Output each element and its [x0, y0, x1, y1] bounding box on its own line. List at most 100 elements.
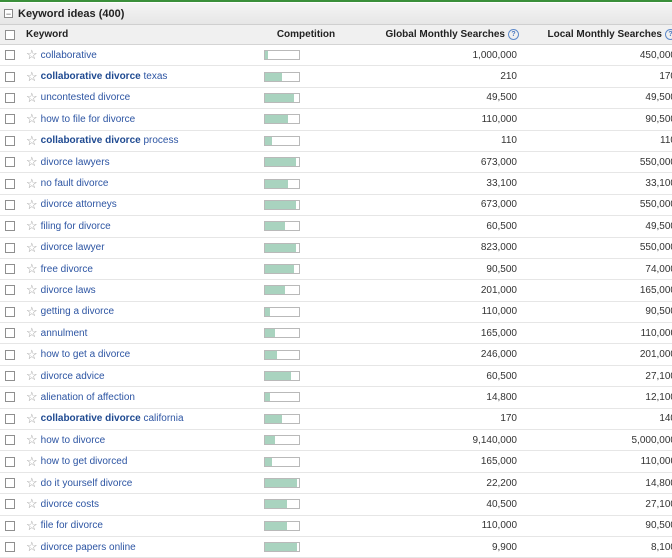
keyword-link[interactable]: collaborative divorce california — [41, 413, 184, 424]
star-icon[interactable]: ☆ — [26, 175, 38, 191]
keyword-link[interactable]: alienation of affection — [41, 392, 135, 403]
row-checkbox[interactable] — [5, 242, 15, 253]
table-row[interactable]: ☆ how to divorce 9,140,000 5,000,000 — [0, 429, 672, 452]
star-icon[interactable]: ☆ — [26, 303, 38, 319]
local-searches-column-header[interactable]: Local Monthly Searches? — [523, 25, 672, 45]
star-icon[interactable]: ☆ — [26, 111, 38, 127]
row-checkbox[interactable] — [5, 520, 15, 531]
star-icon[interactable]: ☆ — [26, 368, 38, 384]
row-checkbox[interactable] — [5, 435, 15, 446]
keyword-link[interactable]: no fault divorce — [41, 178, 109, 189]
keyword-link[interactable]: divorce attorneys — [41, 199, 117, 210]
star-icon[interactable]: ☆ — [26, 475, 38, 490]
row-checkbox[interactable] — [5, 199, 15, 210]
star-icon[interactable]: ☆ — [26, 346, 38, 362]
row-checkbox[interactable] — [5, 92, 15, 103]
star-icon[interactable]: ☆ — [26, 517, 38, 533]
table-row[interactable]: ☆collaborative divorce texas 210170 — [0, 65, 672, 88]
keyword-link[interactable]: how to get divorced — [41, 456, 128, 467]
row-checkbox[interactable] — [5, 135, 15, 146]
star-icon[interactable]: ☆ — [26, 89, 38, 105]
star-icon[interactable]: ☆ — [26, 389, 38, 405]
keyword-link[interactable]: divorce papers online — [41, 542, 136, 553]
star-icon[interactable]: ☆ — [26, 239, 38, 255]
row-checkbox[interactable] — [5, 371, 15, 382]
table-row[interactable]: ☆collaborative divorce california 170140 — [0, 408, 672, 431]
keyword-column-header[interactable]: Keyword — [22, 25, 254, 45]
keyword-link[interactable]: how to get a divorce — [41, 349, 131, 360]
keyword-link[interactable]: divorce lawyer — [41, 242, 105, 253]
keyword-link[interactable]: collaborative — [41, 50, 97, 61]
star-icon[interactable]: ☆ — [26, 496, 38, 512]
star-icon[interactable]: ☆ — [26, 68, 38, 84]
star-icon[interactable]: ☆ — [26, 154, 38, 170]
help-icon[interactable]: ? — [665, 28, 672, 40]
row-checkbox[interactable] — [5, 50, 15, 61]
keyword-link[interactable]: divorce lawyers — [41, 157, 110, 168]
keyword-link[interactable]: uncontested divorce — [41, 92, 131, 103]
help-icon[interactable]: ? — [508, 28, 519, 40]
keyword-link[interactable]: divorce advice — [41, 371, 105, 382]
row-checkbox[interactable] — [5, 71, 15, 82]
keyword-link[interactable]: free divorce — [41, 264, 93, 275]
keyword-link[interactable]: filing for divorce — [41, 221, 111, 232]
keyword-link[interactable]: how to divorce — [41, 435, 105, 446]
row-checkbox[interactable] — [5, 306, 15, 317]
row-checkbox[interactable] — [5, 392, 15, 403]
star-icon[interactable]: ☆ — [26, 47, 38, 63]
keyword-link[interactable]: file for divorce — [41, 520, 103, 531]
row-checkbox[interactable] — [5, 157, 15, 168]
row-checkbox[interactable] — [5, 499, 15, 510]
row-checkbox[interactable] — [5, 328, 15, 339]
star-icon[interactable]: ☆ — [26, 261, 38, 277]
keyword-link[interactable]: annulment — [41, 328, 88, 339]
collapse-icon[interactable]: − — [4, 8, 13, 19]
row-checkbox[interactable] — [5, 114, 15, 125]
competition-column-header[interactable]: Competition — [254, 25, 358, 45]
star-icon[interactable]: ☆ — [26, 453, 38, 469]
row-checkbox[interactable] — [5, 178, 15, 189]
star-icon[interactable]: ☆ — [26, 196, 38, 212]
keyword-link[interactable]: do it yourself divorce — [41, 478, 133, 489]
star-icon[interactable]: ☆ — [26, 132, 38, 148]
row-checkbox[interactable] — [5, 542, 15, 553]
keyword-link[interactable]: getting a divorce — [41, 306, 114, 317]
star-icon[interactable]: ☆ — [26, 282, 38, 298]
row-checkbox[interactable] — [5, 349, 15, 360]
row-checkbox[interactable] — [5, 413, 15, 424]
star-icon[interactable]: ☆ — [26, 218, 38, 234]
keyword-link[interactable]: divorce costs — [41, 499, 99, 510]
select-all-checkbox[interactable] — [5, 29, 15, 40]
keyword-link[interactable]: divorce laws — [41, 285, 96, 296]
keyword-link[interactable]: collaborative divorce texas — [41, 71, 168, 82]
star-icon[interactable]: ☆ — [26, 410, 38, 426]
row-checkbox[interactable] — [5, 221, 15, 232]
table-row[interactable]: ☆collaborative divorce process 110110 — [0, 130, 672, 152]
row-checkbox[interactable] — [5, 478, 15, 488]
star-icon[interactable]: ☆ — [26, 539, 38, 555]
row-checkbox[interactable] — [5, 264, 15, 275]
keyword-link[interactable]: how to file for divorce — [41, 114, 136, 125]
row-checkbox[interactable] — [5, 456, 15, 467]
star-icon[interactable]: ☆ — [26, 325, 38, 341]
